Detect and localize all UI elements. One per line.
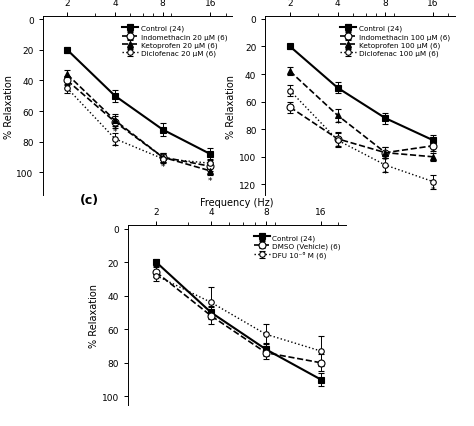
Text: *: * xyxy=(336,143,340,152)
Y-axis label: % Relaxation: % Relaxation xyxy=(227,75,237,138)
Legend: Control (24), DMSO (Vehicle) (6), DFU 10⁻⁶ M (6): Control (24), DMSO (Vehicle) (6), DFU 10… xyxy=(252,233,342,260)
X-axis label: Frequency (Hz): Frequency (Hz) xyxy=(200,197,274,207)
Text: *: * xyxy=(431,149,436,158)
Text: *: * xyxy=(383,157,388,166)
Text: *: * xyxy=(160,161,165,170)
Text: *: * xyxy=(160,162,165,171)
Text: *: * xyxy=(431,186,436,195)
Text: (c): (c) xyxy=(80,193,99,207)
Y-axis label: % Relaxation: % Relaxation xyxy=(4,75,14,138)
Text: *: * xyxy=(208,176,213,185)
Text: *: * xyxy=(113,126,117,135)
Y-axis label: % Relaxation: % Relaxation xyxy=(89,283,99,347)
Text: *: * xyxy=(113,143,117,152)
Text: *: * xyxy=(383,155,388,165)
Legend: Control (24), Indomethacin 20 μM (6), Ketoprofen 20 μM (6), Diclofenac 20 μM (6): Control (24), Indomethacin 20 μM (6), Ke… xyxy=(120,24,228,59)
Legend: Control (24), Indomethacin 100 μM (6), Ketoprofen 100 μM (6), Diclofenac 100 μM : Control (24), Indomethacin 100 μM (6), K… xyxy=(338,24,451,59)
Text: *: * xyxy=(160,161,165,170)
Text: *: * xyxy=(113,127,117,136)
Text: *: * xyxy=(383,170,388,178)
Text: *: * xyxy=(336,120,340,129)
